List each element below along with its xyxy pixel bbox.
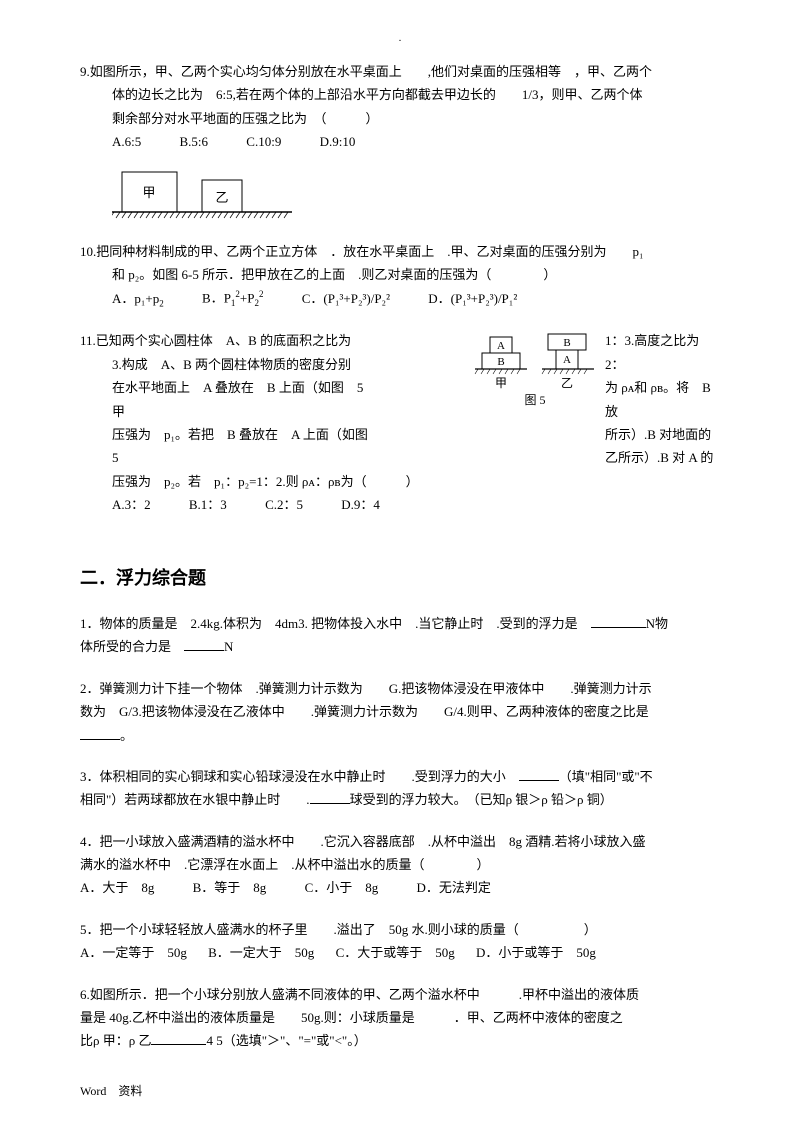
- q9-line1: 9.如图所示，甲、乙两个实心均匀体分别放在水平桌面上 ,他们对桌面的压强相等 ，…: [80, 60, 720, 83]
- problem-4: 4．把一小球放入盛满酒精的溢水杯中 .它沉入容器底部 .从杯中溢出 8g 酒精.…: [80, 830, 720, 900]
- section-2-title: 二．浮力综合题: [80, 562, 720, 594]
- q9-line2: 体的边长之比为 6:5,若在两个体的上部沿水平方向都截去甲边长的 1/3，则甲、…: [80, 83, 720, 106]
- stacked-cylinders-icon: A B 甲 B A 乙 图 5: [470, 329, 600, 419]
- svg-text:乙: 乙: [215, 190, 228, 205]
- svg-text:A: A: [563, 354, 571, 366]
- q10-optB: B．P12+P22: [202, 286, 263, 311]
- q11-figure: A B 甲 B A 乙 图 5: [470, 329, 600, 426]
- q10-line2: 和 p₂。如图 6-5 所示．把甲放在乙的上面 .则乙对桌面的压强为（ ）: [80, 263, 720, 286]
- p5-optD: D．小于或等于 50g: [476, 941, 596, 964]
- footer-text: Word 资料: [80, 1081, 142, 1103]
- q10-optD: D．(P₁³+P₂³)/P₁²: [428, 287, 517, 310]
- question-11: 11.已知两个实心圆柱体 A、B 的底面积之比为 3.构成 A、B 两个圆柱体物…: [80, 329, 720, 516]
- q9-optA: A.6:5: [112, 130, 141, 153]
- svg-text:A: A: [497, 340, 505, 352]
- q11-l4: 压强为 p₁。若把 B 叠放在 A 上面（如图 5: [80, 423, 370, 470]
- q9-options: A.6:5 B.5:6 C.10:9 D.9:10: [80, 130, 720, 153]
- p5-optB: B．一定大于 50g: [208, 941, 314, 964]
- q11-l3: 在水平地面上 A 叠放在 B 上面（如图 5 甲: [80, 376, 370, 423]
- q9-optC: C.10:9: [246, 130, 281, 153]
- problem-3: 3．体积相同的实心铜球和实心铅球浸没在水中静止时 .受到浮力的大小 （填"相同"…: [80, 765, 720, 812]
- p5-optC: C．大于或等于 50g: [336, 941, 455, 964]
- q11-optC: C.2：5: [265, 493, 303, 516]
- q9-figure: 甲 乙: [112, 162, 720, 222]
- svg-text:甲: 甲: [495, 376, 507, 390]
- problem-5: 5．把一个小球轻轻放人盛满水的杯子里 .溢出了 50g 水.则小球的质量（ ） …: [80, 918, 720, 965]
- q9-optB: B.5:6: [180, 130, 209, 153]
- svg-text:B: B: [497, 356, 504, 368]
- problem-1: 1．物体的质量是 2.4kg.体积为 4dm3. 把物体投入水中 .当它静止时 …: [80, 612, 720, 659]
- svg-text:甲: 甲: [142, 185, 155, 200]
- problem-2: 2．弹簧测力计下挂一个物体 .弹簧测力计示数为 G.把该物体浸没在甲液体中 .弹…: [80, 677, 720, 747]
- question-10: 10.把同种材料制成的甲、乙两个正立方体 ．放在水平桌面上 .甲、乙对桌面的压强…: [80, 240, 720, 312]
- q10-options: A．p₁+p2 B．P12+P22 C．(P₁³+P₂³)/P₂² D．(P₁³…: [80, 286, 720, 311]
- p5-optA: A．一定等于 50g: [80, 941, 187, 964]
- svg-text:B: B: [563, 337, 570, 349]
- question-9: 9.如图所示，甲、乙两个实心均匀体分别放在水平桌面上 ,他们对桌面的压强相等 ，…: [80, 60, 720, 222]
- p4-optC: C．小于 8g: [305, 876, 379, 899]
- q10-line1: 10.把同种材料制成的甲、乙两个正立方体 ．放在水平桌面上 .甲、乙对桌面的压强…: [80, 240, 720, 263]
- q11-right-text: 1：3.高度之比为 2： 为 ρᴀ和 ρв。将 B 放 所示）.B 对地面的 乙…: [605, 329, 725, 469]
- q11-optB: B.1：3: [189, 493, 227, 516]
- q9-optD: D.9:10: [320, 130, 356, 153]
- q11-l2: 3.构成 A、B 两个圆柱体物质的密度分别: [80, 353, 370, 376]
- q11-options: A.3：2 B.1：3 C.2：5 D.9：4: [80, 493, 720, 516]
- svg-text:图 5: 图 5: [524, 393, 545, 407]
- q11-l1: 11.已知两个实心圆柱体 A、B 的底面积之比为: [80, 329, 370, 352]
- problem-6: 6.如图所示．把一个小球分别放人盛满不同液体的甲、乙两个溢水杯中 .甲杯中溢出的…: [80, 983, 720, 1053]
- blocks-diagram-icon: 甲 乙: [112, 162, 292, 222]
- q11-optA: A.3：2: [112, 493, 151, 516]
- p4-optD: D．无法判定: [416, 876, 490, 899]
- q11-optD: D.9：4: [341, 493, 380, 516]
- q10-optC: C．(P₁³+P₂³)/P₂²: [302, 287, 390, 310]
- header-dot: .: [399, 30, 402, 48]
- svg-text:乙: 乙: [561, 376, 573, 390]
- q9-line3: 剩余部分对水平地面的压强之比为 （ ）: [80, 107, 720, 130]
- q10-optA: A．p₁+p2: [112, 287, 164, 312]
- q11-l5: 压强为 p₂。若 p₁：p₂=1：2.则 ρᴀ：ρв为（ ）: [80, 470, 720, 493]
- p4-optB: B．等于 8g: [193, 876, 267, 899]
- p4-optA: A．大于 8g: [80, 876, 154, 899]
